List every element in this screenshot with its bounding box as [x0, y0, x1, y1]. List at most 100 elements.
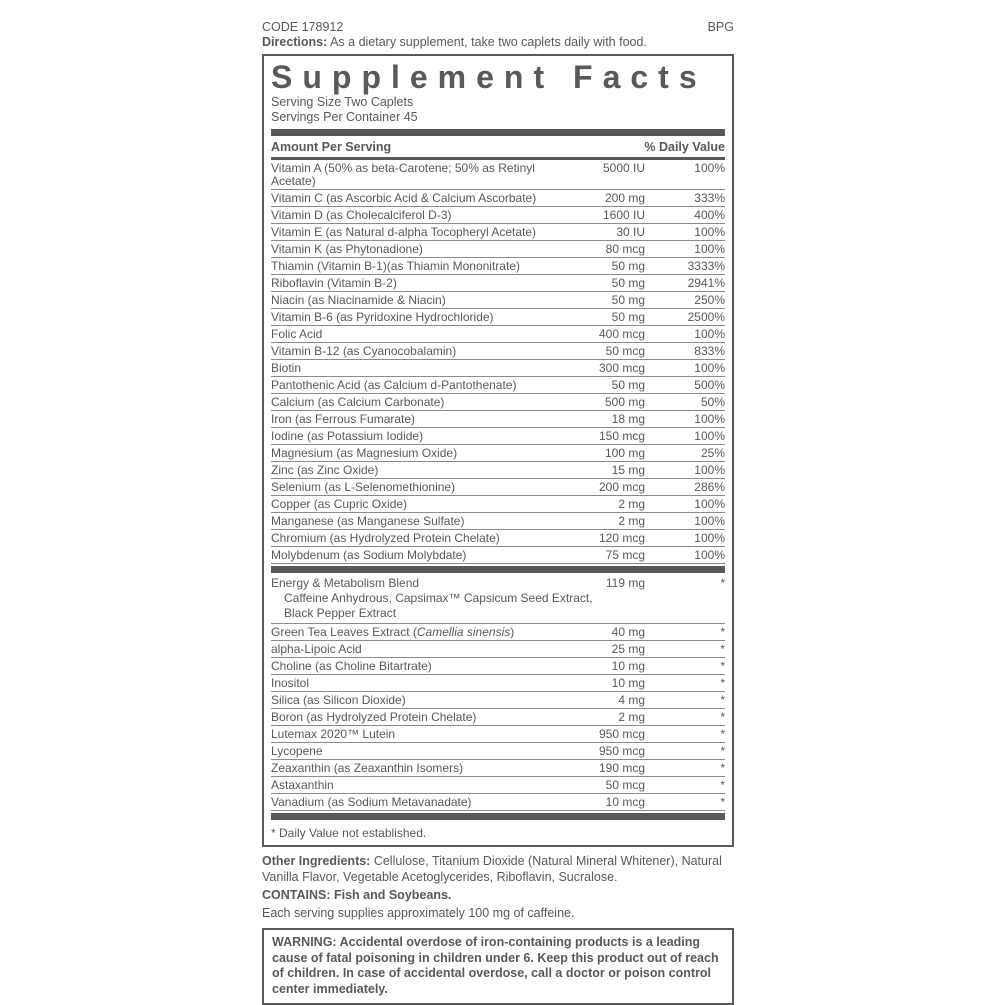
ingredient-name: Inositol	[271, 676, 310, 690]
table-row: Astaxanthin 50 mcg *	[271, 777, 725, 794]
divider-bar	[271, 813, 725, 820]
table-row: Vitamin E (as Natural d-alpha Tocopheryl…	[271, 224, 725, 241]
ingredient-daily-value: *	[720, 576, 725, 590]
ingredient-amount: 10 mg	[611, 676, 645, 690]
ingredient-daily-value: 100%	[694, 412, 725, 426]
ingredient-amount: 150 mcg	[598, 429, 645, 443]
ingredient-daily-value: 400%	[694, 208, 725, 222]
table-row: Chromium (as Hydrolyzed Protein Chelate)…	[271, 530, 725, 547]
ingredient-amount: 15 mg	[611, 463, 645, 477]
ingredient-daily-value: *	[720, 625, 725, 639]
ingredient-name: Selenium (as L-Selenomethionine)	[271, 480, 456, 494]
ingredient-daily-value: *	[720, 778, 725, 792]
table-row: Inositol 10 mg *	[271, 675, 725, 692]
ingredient-name: Copper (as Cupric Oxide)	[271, 497, 408, 511]
ingredient-name: Iron (as Ferrous Fumarate)	[271, 412, 416, 426]
divider-bar	[271, 566, 725, 573]
ingredient-name: Magnesium (as Magnesium Oxide)	[271, 446, 458, 460]
ingredient-amount: 200 mcg	[598, 480, 645, 494]
directions-line: Directions: As a dietary supplement, tak…	[262, 35, 734, 50]
ingredient-name: Zeaxanthin (as Zeaxanthin Isomers)	[271, 761, 464, 775]
table-row: Choline (as Choline Bitartrate) 10 mg *	[271, 658, 725, 675]
ingredient-amount: 50 mg	[611, 378, 645, 392]
ingredient-daily-value: *	[720, 761, 725, 775]
table-row: Iodine (as Potassium Iodide) 150 mcg 100%	[271, 428, 725, 445]
serving-size-line: Serving Size Two Caplets	[271, 95, 414, 109]
warning-text: Accidental overdose of iron-containing p…	[272, 935, 719, 996]
ingredient-daily-value: 100%	[694, 548, 725, 562]
ingredient-name: Vitamin E (as Natural d-alpha Tocopheryl…	[271, 225, 537, 239]
warning-box: WARNING: Accidental overdose of iron-con…	[262, 928, 734, 1005]
ingredient-name: Lutemax 2020™ Lutein	[271, 727, 396, 741]
ingredient-name: Chromium (as Hydrolyzed Protein Chelate)	[271, 531, 500, 545]
ingredient-name: Lycopene	[271, 744, 323, 758]
ingredient-amount: 119 mg	[605, 576, 645, 590]
ingredient-daily-value: 250%	[694, 293, 725, 307]
ingredient-daily-value: 100%	[694, 361, 725, 375]
ingredient-amount: 10 mg	[611, 659, 645, 673]
ingredient-name: Choline (as Choline Bitartrate)	[271, 659, 432, 673]
table-row: Lycopene 950 mcg *	[271, 743, 725, 760]
ingredient-daily-value: *	[720, 693, 725, 707]
ingredient-amount: 2 mg	[618, 710, 645, 724]
ingredient-amount: 10 mcg	[605, 795, 645, 809]
ingredient-amount: 950 mcg	[598, 727, 645, 741]
daily-value-footnote: * Daily Value not established.	[271, 826, 427, 840]
table-row: Copper (as Cupric Oxide) 2 mg 100%	[271, 496, 725, 513]
table-row: Thiamin (Vitamin B-1)(as Thiamin Mononit…	[271, 258, 725, 275]
blend-ingredient-line: Black Pepper Extract	[271, 606, 725, 624]
ingredient-name: Biotin	[271, 361, 302, 375]
ingredient-name: Boron (as Hydrolyzed Protein Chelate)	[271, 710, 477, 724]
warning-label: WARNING:	[272, 935, 337, 949]
ingredient-amount: 1600 IU	[602, 208, 645, 222]
divider-bar	[271, 129, 725, 136]
table-row: Zinc (as Zinc Oxide) 15 mg 100%	[271, 462, 725, 479]
ingredient-daily-value: *	[720, 727, 725, 741]
ingredient-daily-value: *	[720, 744, 725, 758]
ingredient-amount: 200 mg	[604, 191, 645, 205]
ingredient-name: Green Tea Leaves Extract (Camellia sinen…	[271, 625, 515, 639]
ingredient-name: Zinc (as Zinc Oxide)	[271, 463, 379, 477]
ingredient-daily-value: 100%	[694, 429, 725, 443]
ingredient-daily-value: 100%	[694, 225, 725, 239]
blend-ingredient-line: Caffeine Anhydrous, Capsimax™ Capsicum S…	[284, 591, 593, 605]
ingredient-amount: 80 mcg	[605, 242, 645, 256]
ingredient-daily-value: *	[720, 795, 725, 809]
ingredient-daily-value: 2941%	[687, 276, 725, 290]
ingredient-name: Energy & Metabolism Blend	[271, 576, 420, 590]
ingredient-name: Vanadium (as Sodium Metavanadate)	[271, 795, 472, 809]
ingredient-amount: 190 mcg	[598, 761, 645, 775]
servings-per-container-line: Servings Per Container 45	[271, 110, 418, 124]
table-row: Lutemax 2020™ Lutein 950 mcg *	[271, 726, 725, 743]
table-row: Iron (as Ferrous Fumarate) 18 mg 100%	[271, 411, 725, 428]
table-row: Molybdenum (as Sodium Molybdate) 75 mcg 10…	[271, 547, 725, 564]
ingredient-daily-value: 100%	[694, 514, 725, 528]
ingredient-daily-value: 100%	[694, 531, 725, 545]
ingredient-amount: 25 mg	[611, 642, 645, 656]
ingredient-daily-value: *	[720, 659, 725, 673]
ingredient-name: Folic Acid	[271, 327, 323, 341]
ingredient-name: alpha-Lipoic Acid	[271, 642, 362, 656]
ingredient-name: Vitamin K (as Phytonadione)	[271, 242, 423, 256]
ingredient-daily-value: 833%	[694, 344, 725, 358]
ingredient-amount: 2 mg	[618, 514, 645, 528]
other-ingredients-label: Other Ingredients:	[262, 854, 371, 868]
other-ingredients-text: Cellulose, Titanium Dioxide (Natural Min…	[262, 854, 722, 884]
table-row: Vitamin A (50% as beta-Carotene; 50% as …	[271, 160, 725, 190]
product-code: CODE 178912	[262, 20, 344, 34]
ingredient-daily-value: 100%	[694, 161, 725, 175]
ingredient-amount: 4 mg	[618, 693, 645, 707]
ingredient-amount: 40 mg	[611, 625, 645, 639]
ingredient-name: Niacin (as Niacinamide & Niacin)	[271, 293, 446, 307]
contains-statement: CONTAINS: Fish and Soybeans.	[262, 888, 452, 902]
ingredient-amount: 50 mg	[611, 259, 645, 273]
table-row: Niacin (as Niacinamide & Niacin) 50 mg 250…	[271, 292, 725, 309]
table-row: Vitamin B-12 (as Cyanocobalamin) 50 mcg 83…	[271, 343, 725, 360]
ingredient-name: Calcium (as Calcium Carbonate)	[271, 395, 445, 409]
ingredient-name: Vitamin C (as Ascorbic Acid & Calcium As…	[271, 191, 537, 205]
supplement-facts-panel: Supplement Facts Serving Size Two Caplet…	[262, 54, 734, 847]
daily-value-header: % Daily Value	[644, 140, 725, 154]
table-row: Pantothenic Acid (as Calcium d-Pantothen…	[271, 377, 725, 394]
ingredient-daily-value: *	[720, 710, 725, 724]
top-meta-row: CODE 178912 BPG	[262, 20, 734, 34]
